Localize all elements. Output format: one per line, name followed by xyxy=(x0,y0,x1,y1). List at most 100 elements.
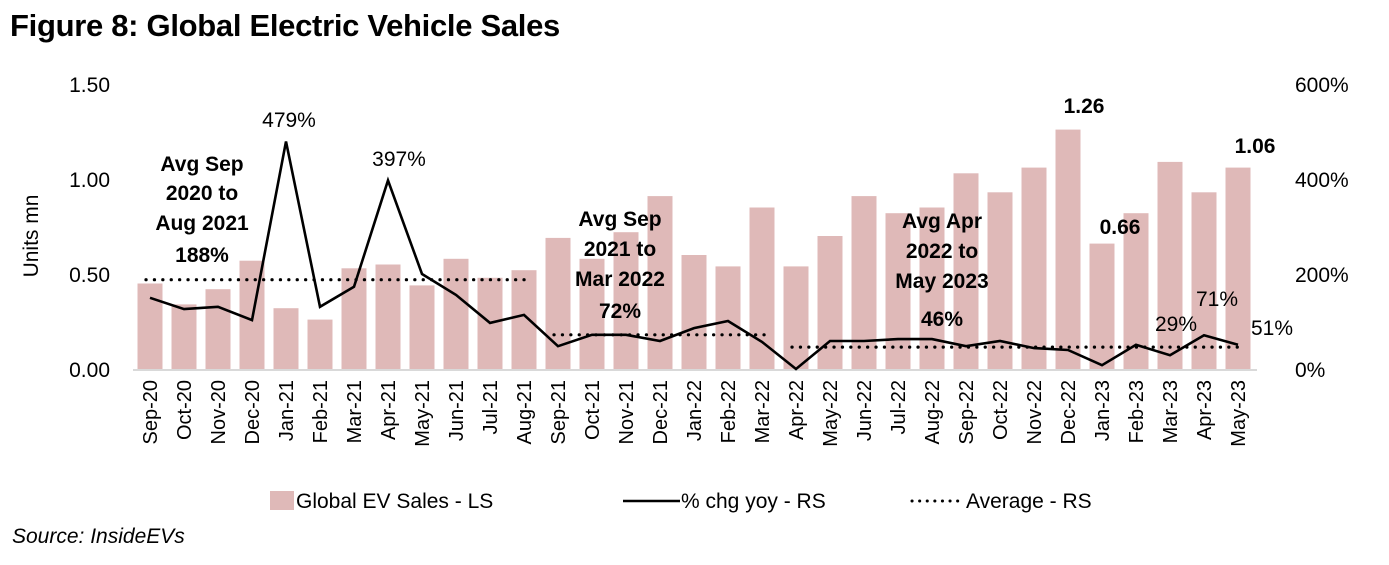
legend-bar-swatch xyxy=(270,491,294,510)
annotation-avg-2: Avg Sep 2021 to Mar 2022 72% xyxy=(575,208,665,323)
left-tick-label: 1.00 xyxy=(69,169,110,192)
x-tick-label: Dec-22 xyxy=(1058,380,1080,444)
label-mar23-29: 29% xyxy=(1155,313,1197,336)
svg-text:2022 to: 2022 to xyxy=(906,240,978,263)
svg-text:Mar 2022: Mar 2022 xyxy=(575,268,665,291)
bar-series xyxy=(137,129,1251,369)
left-axis-ticks: 0.00 0.50 1.00 1.50 xyxy=(69,74,110,382)
x-tick-label: Mar-21 xyxy=(344,380,366,443)
bar-dec-22 xyxy=(1055,129,1081,369)
bar-jan-23 xyxy=(1089,243,1115,369)
svg-text:Avg Sep: Avg Sep xyxy=(160,153,243,176)
bar-oct-20 xyxy=(171,304,197,369)
x-tick-label: Oct-21 xyxy=(582,380,604,440)
bar-apr-23 xyxy=(1191,192,1217,369)
x-tick-label: Apr-22 xyxy=(786,380,808,440)
x-tick-label: Aug-22 xyxy=(922,380,944,445)
svg-text:Avg Apr: Avg Apr xyxy=(902,210,982,233)
right-axis-ticks: 0% 200% 400% 600% xyxy=(1295,74,1349,382)
x-tick-label: Oct-22 xyxy=(990,380,1012,440)
bar-jan-21 xyxy=(273,308,299,369)
bar-oct-22 xyxy=(987,192,1013,369)
x-tick-label: Jul-22 xyxy=(888,380,910,434)
left-tick-label: 0.50 xyxy=(69,264,110,287)
x-tick-label: Mar-23 xyxy=(1160,380,1182,443)
label-dec22-1-26: 1.26 xyxy=(1064,95,1105,118)
legend-bar-label: Global EV Sales - LS xyxy=(296,490,493,513)
legend-line-label: % chg yoy - RS xyxy=(681,490,826,513)
svg-text:72%: 72% xyxy=(599,300,641,323)
bar-jul-22 xyxy=(885,213,911,369)
bar-feb-23 xyxy=(1123,213,1149,369)
left-tick-label: 0.00 xyxy=(69,359,110,382)
x-tick-label: Sep-21 xyxy=(548,380,570,445)
figure-title: Figure 8: Global Electric Vehicle Sales xyxy=(10,8,560,43)
y-axis-label: Units mn xyxy=(20,195,43,278)
right-tick-label: 400% xyxy=(1295,169,1349,192)
x-tick-label: May-21 xyxy=(412,380,434,447)
x-tick-label: Jan-23 xyxy=(1092,380,1114,441)
x-tick-label: Oct-20 xyxy=(174,380,196,440)
legend-dotted-label: Average - RS xyxy=(966,490,1092,513)
svg-text:46%: 46% xyxy=(921,308,963,331)
bar-mar-22 xyxy=(749,207,775,369)
bar-sep-22 xyxy=(953,173,979,369)
x-tick-label: Apr-23 xyxy=(1194,380,1216,440)
x-tick-label: Feb-22 xyxy=(718,380,740,443)
bar-sep-21 xyxy=(545,237,571,369)
label-may23-51: 51% xyxy=(1251,317,1293,340)
legend: Global EV Sales - LS % chg yoy - RS Aver… xyxy=(270,490,1092,513)
x-tick-label: Jun-22 xyxy=(854,380,876,441)
annotation-avg-3: Avg Apr 2022 to May 2023 46% xyxy=(895,210,988,331)
x-tick-label: Jan-21 xyxy=(276,380,298,441)
x-tick-label: Mar-22 xyxy=(752,380,774,443)
left-tick-label: 1.50 xyxy=(69,74,110,97)
svg-text:Aug 2021: Aug 2021 xyxy=(155,212,249,235)
bar-feb-22 xyxy=(715,266,741,369)
svg-text:Avg Sep: Avg Sep xyxy=(578,208,661,231)
bar-nov-22 xyxy=(1021,167,1047,369)
right-tick-label: 200% xyxy=(1295,264,1349,287)
svg-text:May 2023: May 2023 xyxy=(895,270,988,293)
x-tick-label: Feb-21 xyxy=(310,380,332,443)
x-tick-label: Nov-20 xyxy=(208,380,230,444)
label-jan23-0-66: 0.66 xyxy=(1100,216,1141,239)
right-tick-label: 600% xyxy=(1295,74,1349,97)
x-tick-label: Feb-23 xyxy=(1126,380,1148,443)
bar-mar-23 xyxy=(1157,161,1183,369)
x-tick-label: Nov-21 xyxy=(616,380,638,444)
bar-aug-21 xyxy=(511,270,537,369)
bar-apr-22 xyxy=(783,266,809,369)
x-tick-label: Jul-21 xyxy=(480,380,502,434)
x-tick-label: Sep-20 xyxy=(140,380,162,445)
bar-jun-21 xyxy=(443,258,469,369)
label-apr21-397: 397% xyxy=(372,148,426,171)
x-tick-label: Aug-21 xyxy=(514,380,536,445)
bar-nov-21 xyxy=(613,232,639,369)
svg-text:2021 to: 2021 to xyxy=(584,238,656,261)
average-series xyxy=(144,278,1244,349)
x-tick-label: Sep-22 xyxy=(956,380,978,445)
x-axis-ticks: Sep-20 Oct-20 Nov-20 Dec-20 Jan-21 Feb-21 Mar-… xyxy=(140,380,1250,447)
yoy-line xyxy=(149,141,1239,371)
bar-feb-21 xyxy=(307,319,333,369)
x-tick-label: Dec-20 xyxy=(242,380,264,444)
x-tick-label: Jan-22 xyxy=(684,380,706,441)
x-tick-label: Jun-21 xyxy=(446,380,468,441)
x-tick-label: May-23 xyxy=(1228,380,1250,447)
label-apr23-71: 71% xyxy=(1196,288,1238,311)
bar-may-23 xyxy=(1225,167,1251,369)
annotation-avg-1: Avg Sep 2020 to Aug 2021 188% xyxy=(155,153,249,267)
bar-jan-22 xyxy=(681,255,707,369)
label-may23-1-06: 1.06 xyxy=(1235,135,1276,158)
source-note: Source: InsideEVs xyxy=(12,525,185,548)
x-tick-label: May-22 xyxy=(820,380,842,447)
bar-apr-21 xyxy=(375,264,401,369)
x-tick-label: Dec-21 xyxy=(650,380,672,444)
svg-text:2020 to: 2020 to xyxy=(166,182,238,205)
bar-sep-20 xyxy=(137,283,163,369)
right-tick-label: 0% xyxy=(1295,359,1325,382)
x-tick-label: Apr-21 xyxy=(378,380,400,440)
x-tick-label: Nov-22 xyxy=(1024,380,1046,444)
